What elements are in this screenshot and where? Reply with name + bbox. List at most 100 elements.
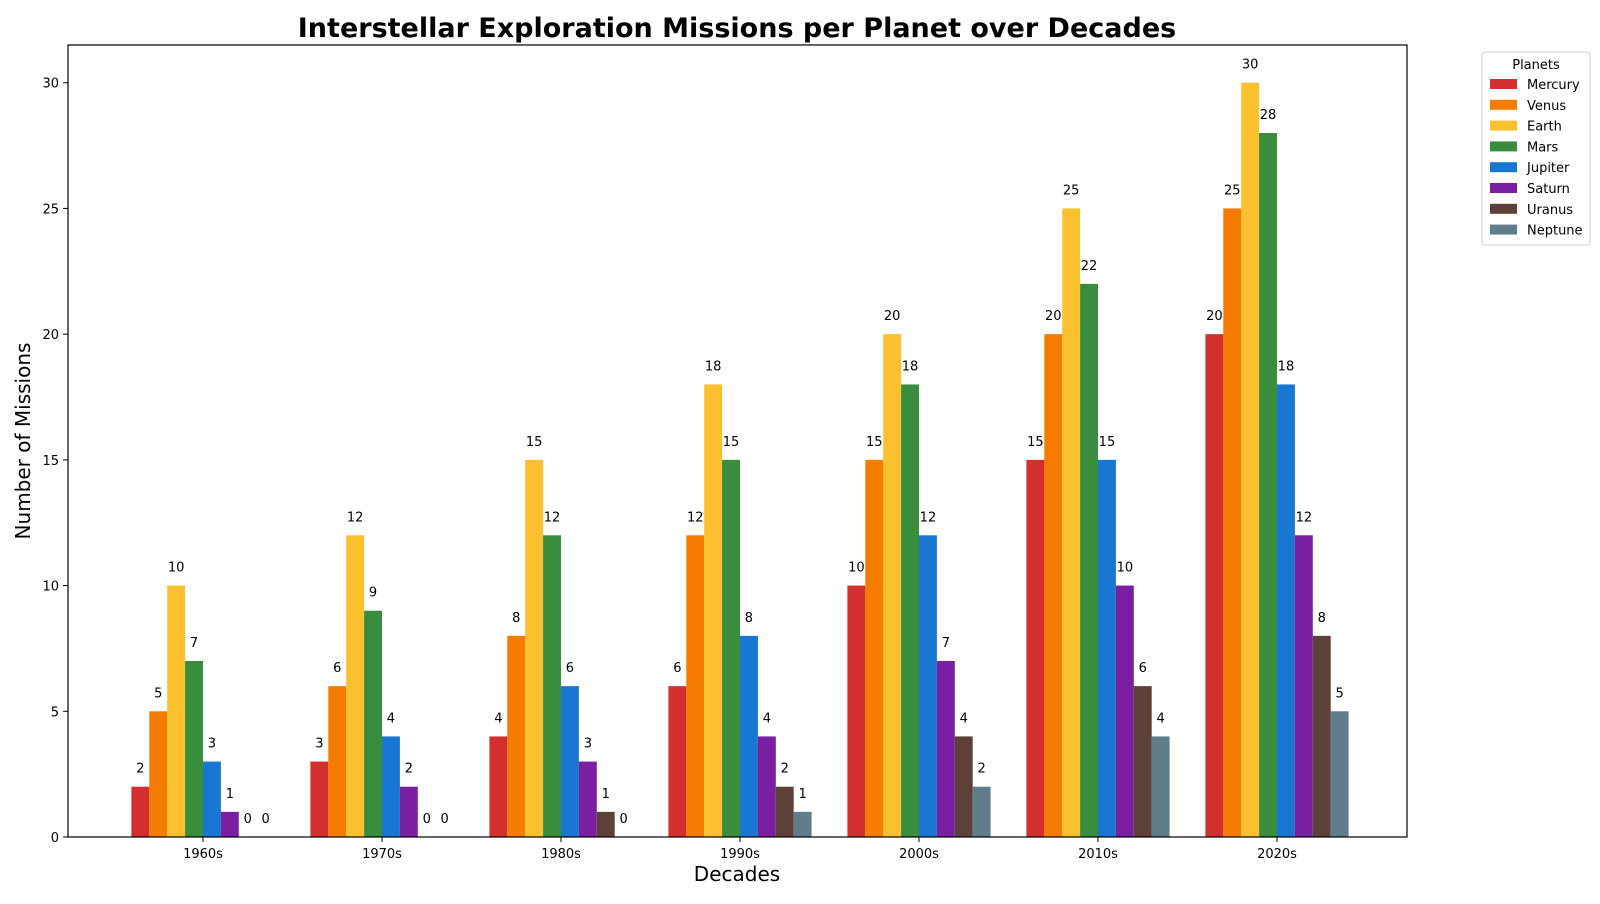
legend-items: Mercury Venus Earth Mars Jupiter Saturn Uranus… (1490, 78, 1583, 239)
data-label-saturn-1980s: 3 (584, 737, 592, 752)
bar-jupiter-1990s (740, 635, 758, 837)
data-label-mercury-1960s: 2 (136, 762, 144, 777)
bar-mars-1960s (185, 661, 203, 837)
data-label-mars-2020s: 28 (1260, 108, 1277, 123)
bar-mars-1970s (364, 610, 382, 837)
data-label-earth-1960s: 10 (168, 561, 185, 576)
plot-area-frame (67, 44, 1408, 838)
bar-mercury-2020s (1205, 334, 1224, 837)
x-tick-label-1980s: 1980s (541, 847, 581, 862)
y-axis-label: Number of Missions (11, 343, 35, 540)
y-tick-label-10: 10 (42, 580, 59, 595)
legend-label-neptune: Neptune (1527, 224, 1583, 239)
bar-neptune-2020s (1330, 711, 1349, 837)
data-label-jupiter-1970s: 4 (387, 711, 395, 726)
legend-title: Planets (1512, 58, 1560, 73)
x-tick-label-2010s: 2010s (1078, 847, 1118, 862)
bar-earth-1970s (346, 535, 365, 837)
data-label-neptune-2010s: 4 (1157, 711, 1165, 726)
bar-mercury-2000s (847, 585, 866, 837)
bar-jupiter-1960s (203, 761, 221, 837)
legend-swatch-earth (1490, 120, 1517, 131)
x-tick-label-1990s: 1990s (720, 847, 760, 862)
data-label-mercury-1970s: 3 (315, 737, 323, 752)
legend-label-jupiter: Jupiter (1526, 161, 1570, 176)
data-label-uranus-1960s: 0 (244, 812, 252, 827)
data-label-venus-2020s: 25 (1224, 183, 1241, 198)
bar-mercury-1960s (131, 786, 150, 837)
bar-mars-2000s (901, 384, 919, 837)
data-label-mercury-2020s: 20 (1206, 309, 1223, 324)
bar-saturn-2010s (1115, 585, 1134, 837)
x-tick-label-2000s: 2000s (899, 847, 939, 862)
bar-mercury-2010s (1026, 459, 1045, 837)
bar-saturn-2020s (1294, 535, 1313, 837)
data-label-venus-2000s: 15 (866, 435, 883, 450)
bar-uranus-2000s (954, 736, 973, 837)
data-label-neptune-2020s: 5 (1336, 686, 1344, 701)
data-label-jupiter-1960s: 3 (208, 737, 216, 752)
data-label-mars-2000s: 18 (902, 359, 919, 374)
bar-venus-1980s (507, 635, 526, 837)
data-label-mars-1980s: 12 (544, 510, 561, 525)
bars-layer (131, 82, 1349, 837)
legend-swatch-venus (1490, 99, 1517, 110)
data-label-neptune-1990s: 1 (799, 787, 807, 802)
legend-label-mars: Mars (1527, 140, 1559, 155)
data-label-earth-1990s: 18 (705, 359, 722, 374)
data-label-neptune-1970s: 0 (441, 812, 449, 827)
bar-venus-1970s (328, 686, 347, 837)
data-label-venus-1970s: 6 (333, 661, 341, 676)
y-tick-label-30: 30 (42, 77, 59, 92)
data-label-saturn-1960s: 1 (226, 787, 234, 802)
bar-saturn-1960s (220, 811, 239, 837)
bar-jupiter-2010s (1098, 459, 1116, 837)
bar-venus-1960s (149, 711, 168, 837)
data-label-neptune-1960s: 0 (262, 812, 270, 827)
data-label-saturn-2000s: 7 (942, 636, 950, 651)
bar-jupiter-2000s (919, 535, 937, 837)
data-label-mercury-1990s: 6 (673, 661, 681, 676)
data-label-saturn-2020s: 12 (1296, 510, 1313, 525)
bar-venus-2020s (1223, 208, 1242, 837)
data-label-mercury-2010s: 15 (1027, 435, 1044, 450)
bar-uranus-1990s (775, 786, 794, 837)
y-tick-label-15: 15 (42, 454, 59, 469)
data-label-mars-1960s: 7 (190, 636, 198, 651)
x-tick-label-1970s: 1970s (362, 847, 402, 862)
data-label-jupiter-1990s: 8 (745, 611, 753, 626)
bar-mercury-1990s (668, 686, 687, 837)
legend-swatch-saturn (1490, 183, 1517, 193)
legend-swatch-mercury (1490, 79, 1517, 89)
data-label-venus-2010s: 20 (1045, 309, 1062, 324)
data-label-earth-1980s: 15 (526, 435, 543, 450)
bar-mars-1980s (543, 535, 561, 837)
bar-earth-2000s (883, 334, 902, 837)
y-tick-label-5: 5 (51, 705, 59, 720)
data-label-neptune-2000s: 2 (978, 762, 986, 777)
bar-venus-1990s (686, 535, 705, 837)
data-label-mars-1970s: 9 (369, 586, 377, 601)
legend-label-earth: Earth (1527, 120, 1562, 135)
bar-jupiter-1970s (382, 736, 400, 837)
data-label-saturn-1970s: 2 (405, 762, 413, 777)
data-label-mercury-1980s: 4 (494, 711, 502, 726)
bar-earth-2020s (1241, 82, 1260, 837)
data-label-mercury-2000s: 10 (848, 561, 865, 576)
data-label-jupiter-2000s: 12 (920, 510, 937, 525)
bar-saturn-1980s (578, 761, 597, 837)
data-label-venus-1990s: 12 (687, 510, 704, 525)
legend-swatch-mars (1490, 141, 1517, 152)
data-label-earth-2020s: 30 (1242, 58, 1259, 73)
data-label-venus-1980s: 8 (512, 611, 520, 626)
data-label-uranus-1970s: 0 (423, 812, 431, 827)
data-label-neptune-1980s: 0 (620, 812, 628, 827)
legend-label-mercury: Mercury (1527, 78, 1580, 93)
bar-earth-1980s (525, 459, 544, 837)
x-tick-label-1960s: 1960s (183, 847, 223, 862)
bar-mercury-1980s (489, 736, 508, 837)
y-tick-label-0: 0 (51, 831, 59, 846)
legend-label-uranus: Uranus (1527, 203, 1573, 218)
bar-earth-1960s (167, 585, 186, 837)
